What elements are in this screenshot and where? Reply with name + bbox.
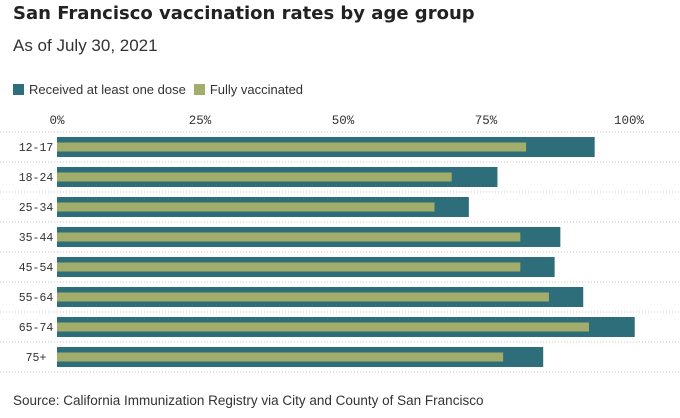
x-tick-label: 0% — [49, 114, 65, 128]
y-tick-label: 45-54 — [19, 262, 54, 275]
legend-item-first-dose: Received at least one dose — [13, 82, 186, 97]
legend-swatch-first-dose — [13, 84, 24, 95]
source-note: Source: California Immunization Registry… — [13, 393, 484, 408]
y-tick-label: 75+ — [26, 352, 47, 365]
y-tick-label: 55-64 — [19, 292, 54, 305]
bar-fully-vaccinated — [57, 202, 435, 212]
chart-subtitle: As of July 30, 2021 — [13, 36, 158, 55]
x-tick-label: 25% — [189, 114, 212, 128]
legend-swatch-fully-vaccinated — [193, 84, 205, 95]
legend: Received at least one dose Fully vaccina… — [13, 82, 311, 97]
bar-fully-vaccinated — [57, 292, 549, 302]
x-tick-label: 75% — [475, 114, 498, 128]
bar-fully-vaccinated — [57, 352, 504, 362]
bar-fully-vaccinated — [57, 322, 589, 332]
legend-item-fully-vaccinated: Fully vaccinated — [193, 82, 304, 97]
bar-fully-vaccinated — [57, 262, 521, 272]
y-tick-label: 65-74 — [19, 322, 54, 335]
x-tick-label: 100% — [614, 114, 645, 128]
legend-label-fully-vaccinated: Fully vaccinated — [209, 82, 304, 97]
y-tick-label: 25-34 — [19, 202, 54, 215]
bar-fully-vaccinated — [57, 172, 452, 182]
y-tick-label: 12-17 — [19, 142, 54, 155]
y-tick-label: 35-44 — [19, 232, 54, 245]
bar-chart: 0% 25% 50% 75% 100% 12-17 18-24 25-34 35-44 45-54… — [0, 114, 680, 373]
bar-fully-vaccinated — [57, 142, 527, 152]
x-tick-label: 50% — [332, 114, 355, 128]
y-tick-label: 18-24 — [19, 172, 54, 185]
bar-fully-vaccinated — [57, 232, 521, 242]
legend-label-first-dose: Received at least one dose — [29, 82, 186, 97]
chart-title: San Francisco vaccination rates by age g… — [13, 3, 475, 24]
